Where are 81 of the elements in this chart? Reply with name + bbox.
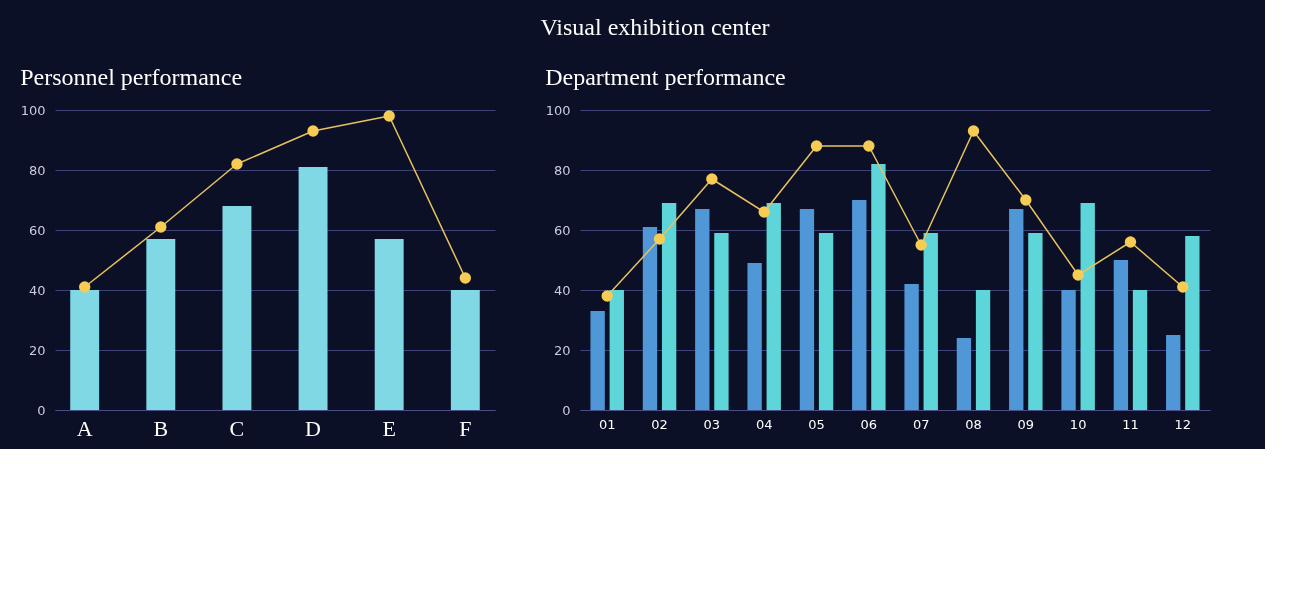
bar [766,203,781,410]
point [810,140,823,152]
point [1124,236,1137,248]
y-tick-label: 0 [37,402,46,418]
x-tick-label: 09 [1017,416,1035,432]
bar [714,233,729,410]
bar [1061,290,1076,410]
bar [695,209,710,410]
point [1020,194,1032,206]
point [231,158,243,170]
bar [1185,236,1200,410]
y-tick-label: 40 [553,282,571,298]
y-tick-label: 20 [28,342,46,358]
y-tick-label: 100 [545,102,571,118]
bar [1028,233,1043,410]
bar [146,239,176,410]
point [307,125,319,137]
x-tick-label: 02 [651,416,668,432]
bar [956,338,972,410]
bar [871,164,886,410]
bar [590,311,605,410]
point [155,221,167,233]
bar [374,239,404,410]
bar [818,233,834,410]
bar [1009,209,1024,410]
point [1072,269,1084,281]
bar [904,284,919,410]
point [78,281,91,293]
y-tick-label: 40 [28,282,46,298]
point [383,110,395,122]
point [653,233,666,245]
chart-title: Department performance [545,64,786,90]
x-tick-label: 08 [965,416,982,432]
point [915,239,927,251]
bar [975,290,991,410]
y-tick-label: 0 [562,402,571,418]
x-tick-label: 10 [1069,416,1087,432]
x-tick-label: E [382,415,396,441]
bar [222,206,252,410]
bar [1166,335,1181,410]
y-tick-label: 80 [28,162,46,178]
y-tick-label: 60 [553,222,571,238]
y-tick-label: 60 [28,222,46,238]
point [1177,281,1189,293]
x-tick-label: 06 [860,416,878,432]
bar [70,290,100,410]
bar [1080,203,1095,410]
point [601,290,613,302]
bar [1113,260,1129,410]
x-tick-label: D [305,415,322,441]
x-tick-label: 04 [755,416,773,432]
text: Visual exhibition center [540,14,770,40]
bar [1132,290,1148,410]
bar [661,203,677,410]
x-tick-label: A [76,415,93,441]
x-tick-label: B [153,415,169,441]
point [706,173,718,185]
chart-title: Personnel performance [20,64,243,90]
x-tick-label: 03 [703,416,721,432]
bar [450,290,480,410]
point [758,206,770,218]
bar [799,209,815,410]
point [967,125,980,137]
y-tick-label: 20 [553,342,571,358]
bar [923,233,938,410]
y-tick-label: 100 [20,102,46,118]
bar [609,290,624,410]
bar [298,167,328,410]
bar [747,263,762,410]
x-tick-label: C [229,415,245,441]
x-tick-label: F [459,415,472,441]
point [459,272,472,284]
y-tick-label: 80 [553,162,571,178]
x-tick-label: 01 [598,416,616,432]
bar [642,227,658,410]
bar [852,200,867,410]
x-tick-label: 05 [808,416,825,432]
x-tick-label: 07 [912,416,930,432]
point [863,140,875,152]
x-tick-label: 11 [1122,416,1139,432]
x-tick-label: 12 [1174,416,1192,432]
